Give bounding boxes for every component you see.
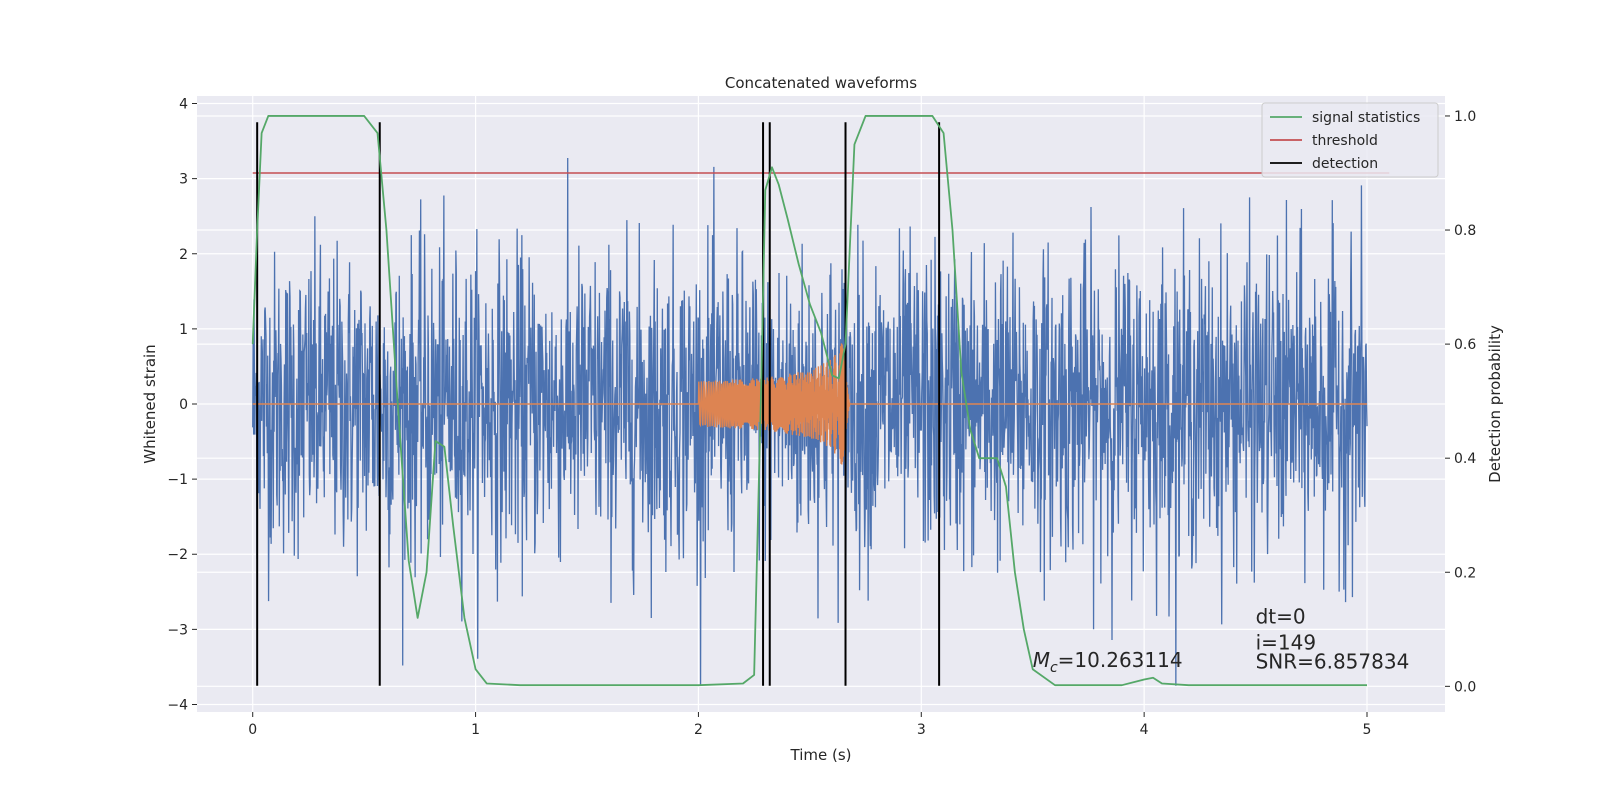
x-tick-label: 2 xyxy=(694,722,703,738)
y-axis-label: Whitened strain xyxy=(141,344,159,463)
y-tick-label: −3 xyxy=(167,622,188,638)
x-tick-label: 3 xyxy=(917,722,926,738)
y2-tick-label: 0.2 xyxy=(1454,565,1476,581)
legend-label-signal-statistics: signal statistics xyxy=(1312,110,1420,126)
axes-layer: 0 1 2 3 4 5 −4 −3 −2 −1 0 1 2 3 4 0.0 0.2 0.4 0.6 0.8 1.0 xyxy=(167,97,1476,738)
legend: signal statistics threshold detection xyxy=(1261,102,1439,178)
annotation-snr: SNR=6.857834 xyxy=(1256,649,1410,673)
y-tick-label: 2 xyxy=(179,247,188,263)
x-tick-label: 0 xyxy=(248,722,257,738)
y2-tick-label: 0.4 xyxy=(1454,451,1476,467)
x-axis-label: Time (s) xyxy=(790,746,852,764)
y2-tick-label: 0.8 xyxy=(1454,223,1476,239)
template-series-line xyxy=(252,343,1367,465)
legend-label-detection: detection xyxy=(1312,156,1378,172)
y-tick-label: −4 xyxy=(167,697,188,713)
y2-tick-label: 0.6 xyxy=(1454,337,1476,353)
x-tick-label: 5 xyxy=(1363,722,1372,738)
legend-box xyxy=(1261,102,1439,178)
y2-axis-label: Detection probability xyxy=(1486,325,1504,483)
y-tick-label: 4 xyxy=(179,97,188,113)
y-tick-label: −2 xyxy=(167,547,188,563)
y2-tick-label: 1.0 xyxy=(1454,109,1476,125)
series-layer xyxy=(251,115,1390,687)
chart-title: Concatenated waveforms xyxy=(725,74,917,92)
y-tick-label: −1 xyxy=(167,472,188,488)
y-tick-label: 0 xyxy=(179,397,188,413)
x-tick-label: 1 xyxy=(471,722,480,738)
annotation-dt: dt=0 xyxy=(1256,604,1306,628)
y2-tick-label: 0.0 xyxy=(1454,679,1476,695)
legend-label-threshold: threshold xyxy=(1312,133,1378,149)
y-tick-label: 3 xyxy=(179,172,188,188)
annotation-mc: Mc=10.263114 xyxy=(1033,648,1183,676)
y-tick-label: 1 xyxy=(179,322,188,338)
x-tick-label: 4 xyxy=(1140,722,1149,738)
signal-statistics-series-line xyxy=(251,115,1367,687)
annotation-i: i=149 xyxy=(1256,631,1317,655)
